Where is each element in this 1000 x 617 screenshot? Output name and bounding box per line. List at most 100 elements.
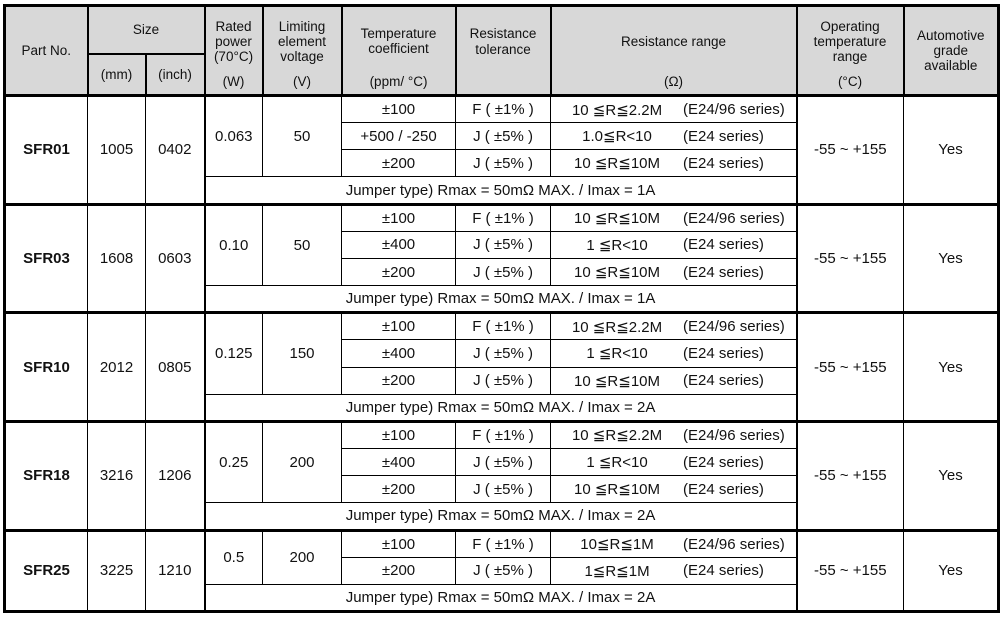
automotive-grade-cell: Yes: [903, 419, 1000, 531]
range-value: 10 ≦R≦10M: [574, 210, 661, 228]
jumper-spec-cell: Jumper type) Rmax = 50mΩ MAX. / Imax = 2…: [203, 393, 798, 422]
temp-coefficient-cell: ±100: [341, 93, 457, 124]
jumper-spec-cell: Jumper type) Rmax = 50mΩ MAX. / Imax = 2…: [203, 583, 798, 613]
temp-coefficient-cell: ±200: [341, 366, 457, 395]
table-body: SFR01 1005 0402 0.063 50 ±100 F ( ±1% ) 10 ≦R≦2…: [4, 93, 1000, 613]
header-temp-coefficient-unit: (ppm/ °C): [369, 74, 428, 90]
spec-sub-row: ±200 J ( ±5% ) 10 ≦R≦10M (E24 series): [5, 149, 999, 178]
spec-sub-row: ±400 J ( ±5% ) 1 ≦R<10 (E24 series): [5, 230, 999, 259]
header-size-inch: (inch): [144, 52, 206, 97]
resistance-range-cell: 1 ≦R<10 (E24 series): [550, 339, 798, 368]
spec-sub-row: SFR01 1005 0402 0.063 50 ±100 F ( ±1% ) 10 ≦R≦2…: [4, 93, 1000, 205]
limiting-voltage-cell: 200: [262, 419, 343, 504]
range-value: 10 ≦R≦2.2M: [571, 318, 663, 336]
header-size-mm: (mm): [86, 52, 147, 97]
rated-power-cell: 0.063: [203, 93, 264, 178]
resistance-range-cell: 1 ≦R<10 (E24 series): [550, 230, 798, 259]
range-series-label: (E24 series): [683, 263, 764, 281]
operating-temp-cell: -55 ~ +155: [795, 202, 905, 314]
resistance-range-cell: 10≦R≦1M (E24/96 series): [550, 528, 798, 558]
spec-sub-row: SFR10 2012 0805 0.125 150 ±100 F ( ±1% ) 10 ≦R≦…: [4, 311, 1000, 422]
header-resistance-tolerance: Resistance tolerance: [454, 4, 552, 97]
range-value: 10 ≦R≦2.2M: [571, 101, 663, 119]
range-series-label: (E24/96 series): [683, 426, 785, 444]
header-limiting-voltage-label: Limiting element voltage: [278, 18, 327, 64]
range-series-label: (E24 series): [683, 154, 764, 172]
range-value: 1 ≦R<10: [586, 345, 648, 363]
temp-coefficient-cell: ±200: [341, 556, 457, 585]
spec-sub-row: ±400 J ( ±5% ) 1 ≦R<10 (E24 series): [5, 448, 999, 477]
part-no-cell: SFR18: [4, 419, 88, 531]
temp-coefficient-cell: ±400: [341, 230, 457, 259]
header-operating-temp: Operating temperature range (°C): [795, 4, 905, 97]
operating-temp-cell: -55 ~ +155: [795, 419, 905, 531]
spec-sub-row: +500 / -250 J ( ±5% ) 1.0≦R<10 (E24 series): [5, 122, 999, 151]
header-temp-coefficient-label: Temperature coefficient: [360, 26, 437, 57]
header-resistance-tolerance-label: Resistance tolerance: [469, 26, 537, 57]
temp-coefficient-cell: ±200: [341, 257, 457, 287]
tolerance-cell: J ( ±5% ): [455, 257, 552, 287]
tolerance-cell: J ( ±5% ): [455, 448, 552, 477]
header-limiting-voltage: Limiting element voltage (V): [261, 4, 343, 97]
automotive-grade-cell: Yes: [903, 202, 1000, 314]
range-value: 10 ≦R≦10M: [574, 155, 661, 173]
range-series-label: (E24 series): [683, 372, 764, 390]
part-no-cell: SFR01: [4, 94, 88, 205]
tolerance-cell: F ( ±1% ): [455, 419, 552, 450]
tolerance-cell: J ( ±5% ): [455, 230, 552, 259]
operating-temp-cell: -55 ~ +155: [795, 528, 905, 612]
range-series-label: (E24/96 series): [683, 101, 785, 119]
automotive-grade-cell: Yes: [903, 94, 1000, 205]
temp-coefficient-cell: ±200: [341, 149, 457, 178]
temp-coefficient-cell: ±100: [341, 419, 457, 450]
table-header: Part No. Size Rated power (70°C) (W) Lim…: [3, 4, 1000, 97]
size-inch-cell: 1206: [144, 419, 206, 531]
header-size: Size: [86, 4, 206, 55]
resistance-range-cell: 1.0≦R<10 (E24 series): [550, 122, 798, 151]
jumper-spec-cell: Jumper type) Rmax = 50mΩ MAX. / Imax = 2…: [203, 502, 798, 531]
part-no-cell: SFR10: [4, 311, 88, 422]
range-series-label: (E24/96 series): [683, 209, 785, 227]
header-resistance-range-unit: (Ω): [663, 74, 684, 90]
tolerance-cell: F ( ±1% ): [455, 93, 552, 124]
range-value: 10 ≦R≦10M: [574, 264, 661, 282]
range-value: 1 ≦R<10: [586, 454, 648, 472]
temp-coefficient-cell: ±100: [341, 202, 457, 232]
range-value: 10≦R≦1M: [580, 536, 654, 554]
size-inch-cell: 0603: [144, 202, 206, 314]
range-series-label: (E24 series): [683, 562, 764, 580]
header-automotive-grade: Automotive grade available: [902, 4, 1000, 97]
spec-sub-row: SFR25 3225 1210 0.5 200 ±100 F ( ±1% ) 10≦R≦1M (…: [4, 528, 1000, 612]
resistance-range-cell: 1≦R≦1M (E24 series): [550, 556, 798, 585]
temp-coefficient-cell: ±100: [341, 528, 457, 558]
resistance-range-cell: 10 ≦R≦2.2M (E24/96 series): [550, 311, 798, 341]
limiting-voltage-cell: 50: [262, 93, 343, 178]
jumper-row: Jumper type) Rmax = 50mΩ MAX. / Imax = 1…: [5, 176, 999, 205]
resistance-range-cell: 10 ≦R≦10M (E24 series): [550, 366, 798, 395]
range-series-label: (E24 series): [683, 127, 764, 145]
spec-sub-row: ±400 J ( ±5% ) 1 ≦R<10 (E24 series): [5, 339, 999, 368]
jumper-row: Jumper type) Rmax = 50mΩ MAX. / Imax = 2…: [5, 393, 999, 422]
range-series-label: (E24 series): [683, 453, 764, 471]
size-mm-cell: 2012: [87, 311, 146, 422]
spec-sub-row: SFR03 1608 0603 0.10 50 ±100 F ( ±1% ) 10 ≦R≦10…: [4, 202, 1000, 314]
automotive-grade-cell: Yes: [903, 528, 1000, 612]
rated-power-cell: 0.25: [203, 419, 264, 504]
header-temp-coefficient: Temperature coefficient (ppm/ °C): [340, 4, 457, 97]
resistance-range-cell: 10 ≦R≦10M (E24 series): [550, 257, 798, 287]
tolerance-cell: J ( ±5% ): [455, 556, 552, 585]
header-resistance-range-label: Resistance range: [620, 33, 727, 49]
header-limiting-voltage-unit: (V): [293, 74, 312, 90]
resistance-range-cell: 10 ≦R≦10M (E24 series): [550, 149, 798, 178]
header-rated-power: Rated power (70°C) (W): [203, 4, 264, 97]
header-operating-temp-label: Operating temperature range: [813, 18, 887, 64]
range-series-label: (E24 series): [683, 236, 764, 254]
jumper-row: Jumper type) Rmax = 50mΩ MAX. / Imax = 2…: [5, 502, 999, 531]
size-inch-cell: 1210: [144, 528, 206, 612]
tolerance-cell: F ( ±1% ): [455, 528, 552, 558]
resistance-range-cell: 1 ≦R<10 (E24 series): [550, 448, 798, 477]
limiting-voltage-cell: 50: [262, 202, 343, 287]
header-resistance-range: Resistance range (Ω): [549, 4, 798, 97]
header-rated-power-unit: (W): [222, 74, 245, 90]
